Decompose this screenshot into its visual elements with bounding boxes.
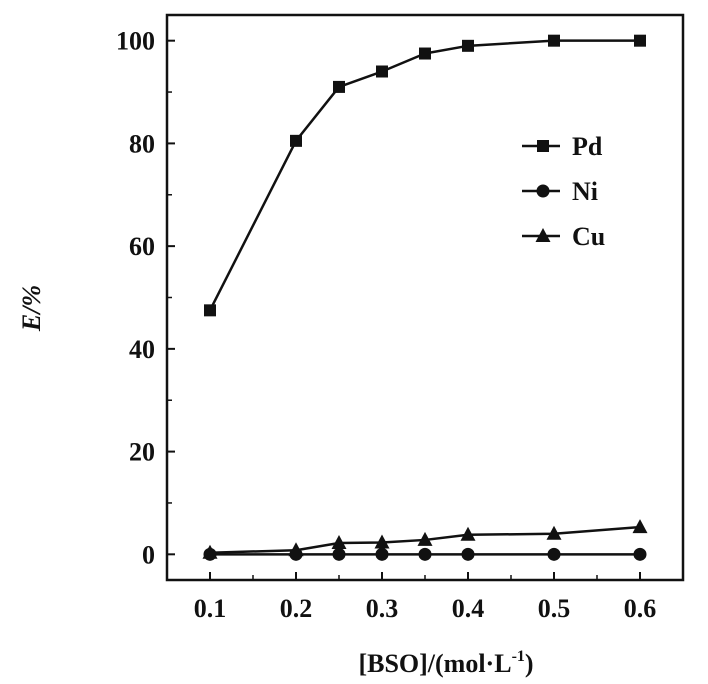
y-tick-label: 20 <box>129 438 155 467</box>
legend-entry-cu: Cu <box>522 222 605 251</box>
legend: Pd Ni Cu <box>522 132 605 251</box>
x-tick-label: 0.1 <box>194 594 227 623</box>
y-tick-label: 0 <box>142 540 155 569</box>
legend-marker-cu <box>535 228 551 242</box>
data-point-cu <box>460 526 476 541</box>
legend-marker-ni <box>536 184 550 198</box>
data-point-pd <box>204 304 216 317</box>
x-tick-label: 0.2 <box>280 594 313 623</box>
axes <box>165 13 685 582</box>
data-point-ni <box>547 547 561 561</box>
x-tick-label: 0.6 <box>624 594 657 623</box>
x-axis-label: [BSO]/(mol·L-1) <box>358 648 533 678</box>
data-point-ni <box>461 547 475 561</box>
data-point-ni <box>332 547 346 561</box>
legend-marker-pd <box>537 140 549 152</box>
data-point-pd <box>548 34 560 47</box>
y-tick-label: 80 <box>129 129 155 158</box>
data-point-cu <box>632 519 648 534</box>
data-point-cu <box>546 525 562 540</box>
x-tick-label: 0.5 <box>538 594 571 623</box>
data-point-ni <box>418 547 432 561</box>
series-line-cu <box>209 525 641 555</box>
plot-frame <box>165 13 685 582</box>
data-point-ni <box>633 547 647 561</box>
data-point-pd <box>634 34 646 47</box>
legend-label: Pd <box>572 132 603 161</box>
x-tick-label: 0.3 <box>366 594 399 623</box>
data-point-cu <box>417 531 433 546</box>
data-point-pd <box>333 80 345 93</box>
x-tick-label: 0.4 <box>452 594 485 623</box>
data-point-ni <box>375 547 389 561</box>
y-axis-ticks: 0 20 40 60 80 100 <box>116 27 175 569</box>
legend-label: Ni <box>572 177 598 206</box>
legend-label: Cu <box>572 222 605 251</box>
data-point-pd <box>376 65 388 78</box>
y-tick-label: 100 <box>116 27 155 56</box>
y-tick-label: 60 <box>129 232 155 261</box>
y-tick-label: 40 <box>129 335 155 364</box>
data-point-pd <box>290 134 302 147</box>
series-cu <box>202 519 648 559</box>
data-point-cu <box>374 534 390 549</box>
data-point-pd <box>462 39 474 52</box>
y-axis-label: E/% <box>17 285 46 332</box>
data-point-pd <box>419 47 431 60</box>
series-pd <box>204 34 646 317</box>
legend-entry-pd: Pd <box>522 132 603 161</box>
legend-entry-ni: Ni <box>522 177 598 206</box>
series-line-pd <box>208 39 640 311</box>
x-axis-ticks: 0.1 0.2 0.3 0.4 0.5 0.6 <box>194 572 657 623</box>
data-point-ni <box>289 547 303 561</box>
series-ni <box>203 547 647 561</box>
data-point-ni <box>203 547 217 561</box>
data-point-cu <box>331 535 347 550</box>
plot-series <box>202 34 648 561</box>
